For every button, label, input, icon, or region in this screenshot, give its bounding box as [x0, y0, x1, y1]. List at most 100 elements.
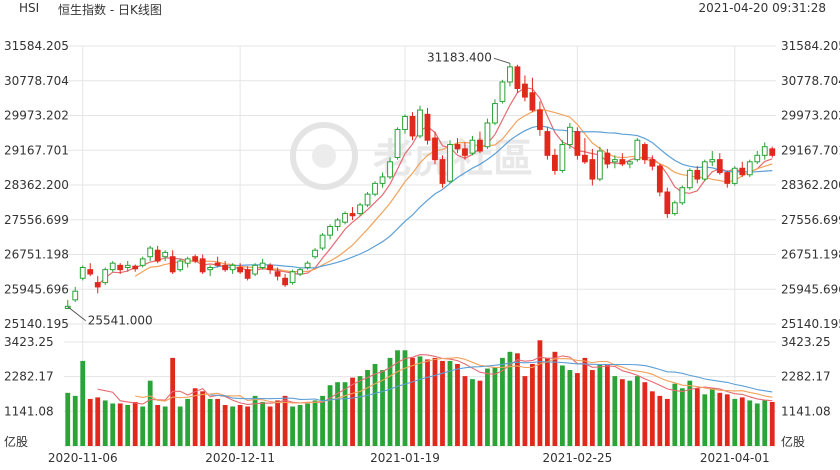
volume-bar [485, 368, 490, 446]
volume-bar [125, 404, 131, 446]
volume-bar [237, 404, 243, 446]
candle-body [589, 159, 596, 180]
chart-header: HSI 恒生指数 - 日K线图 2021-04-20 09:31:28 [0, 0, 840, 17]
price-annotations: 31183.400 25541.000 [67, 50, 511, 328]
volume-bar [432, 357, 438, 446]
volume-bar [664, 398, 670, 446]
volume-bar [132, 401, 138, 446]
candle-body [559, 144, 566, 171]
low-price-leader [67, 306, 87, 322]
candle-body [109, 262, 116, 271]
candle-body [252, 264, 259, 275]
watermark-logo-dot [312, 144, 336, 168]
candle-body [619, 159, 626, 165]
candle-body [641, 144, 648, 161]
candle-body [679, 187, 686, 204]
candle-body [289, 271, 296, 284]
candle-body [716, 159, 723, 174]
candle-body [634, 139, 641, 161]
candle-body [207, 266, 214, 271]
candle-body [671, 202, 678, 215]
volume-ma20-line [210, 361, 773, 402]
moving-averages [97, 86, 773, 286]
volume-bar [350, 377, 355, 446]
candle-body [724, 172, 731, 184]
volume-ma5-line [97, 354, 773, 405]
candle-body [147, 247, 154, 258]
candle-body [177, 260, 184, 271]
volume-bar [709, 388, 715, 446]
volume-bar [642, 382, 648, 446]
volume-tick-label: 1141.08 [4, 404, 54, 418]
candle-body [439, 159, 446, 184]
candle-body [94, 282, 101, 288]
candle-body [544, 131, 551, 156]
volume-bar [634, 376, 640, 446]
candle-body [199, 258, 206, 273]
volume-bar [455, 363, 460, 446]
candle-body [574, 131, 581, 156]
candle-body [754, 154, 761, 163]
candle-body [649, 159, 656, 167]
high-price-leader [493, 57, 511, 64]
candle-body [102, 269, 109, 284]
symbol-label: HSI [19, 1, 40, 15]
volume-bar [275, 400, 280, 446]
volume-ma10-line [135, 357, 773, 404]
volume-bar [162, 406, 168, 446]
volume-bar [230, 406, 236, 446]
candle-body [349, 213, 356, 217]
candle-body [357, 204, 363, 215]
price-tick-label: 31584.205 [781, 39, 840, 53]
date-tick-label: 2021-04-01 [700, 451, 770, 465]
candle-body [192, 256, 199, 262]
candle-body [259, 262, 266, 268]
volume-bar [702, 394, 708, 446]
candle-body [447, 144, 453, 182]
candle-body [484, 122, 491, 148]
candle-body [424, 113, 431, 141]
date-tick-label: 2020-11-06 [48, 451, 118, 465]
price-tick-label: 28362.200 [4, 178, 69, 192]
candle-body [229, 264, 236, 271]
watermark-logo-ring [290, 122, 358, 190]
volume-bar [604, 363, 610, 446]
price-tick-label: 26751.198 [4, 248, 69, 262]
volume-tick-label: 2282.17 [781, 370, 831, 384]
candle-body [334, 219, 341, 228]
candle-body [709, 159, 716, 163]
candle-body [769, 148, 776, 156]
volume-bar [387, 357, 393, 446]
candle-body [611, 159, 618, 163]
volume-bar [335, 382, 340, 446]
candle-body [522, 83, 528, 98]
volume-bar [589, 370, 595, 446]
volume-bar [440, 360, 445, 446]
candle-body [222, 264, 229, 271]
volume-bar [537, 340, 543, 446]
volume-bar [522, 376, 528, 446]
volume-bar [679, 388, 685, 446]
volume-bar [65, 392, 71, 446]
volume-tick-label: 2282.17 [4, 370, 54, 384]
price-tick-label: 29973.202 [4, 109, 69, 123]
candle-body [402, 116, 408, 130]
volume-bar [215, 398, 221, 446]
candle-body [656, 165, 663, 193]
volume-bar [185, 398, 191, 446]
candle-body [154, 249, 161, 262]
volume-bar [747, 400, 753, 446]
price-tick-label: 31584.205 [4, 39, 69, 53]
candle-body [64, 305, 71, 309]
candle-body [364, 193, 371, 206]
candle-body [701, 161, 708, 180]
volume-bar [597, 363, 603, 446]
candle-body [746, 161, 753, 176]
candle-body [327, 226, 333, 236]
candles [64, 63, 776, 309]
volume-bar [327, 385, 333, 446]
price-tick-label: 25140.195 [4, 317, 69, 331]
candle-body [267, 264, 274, 271]
volume-unit-label: 亿股 [781, 434, 805, 449]
